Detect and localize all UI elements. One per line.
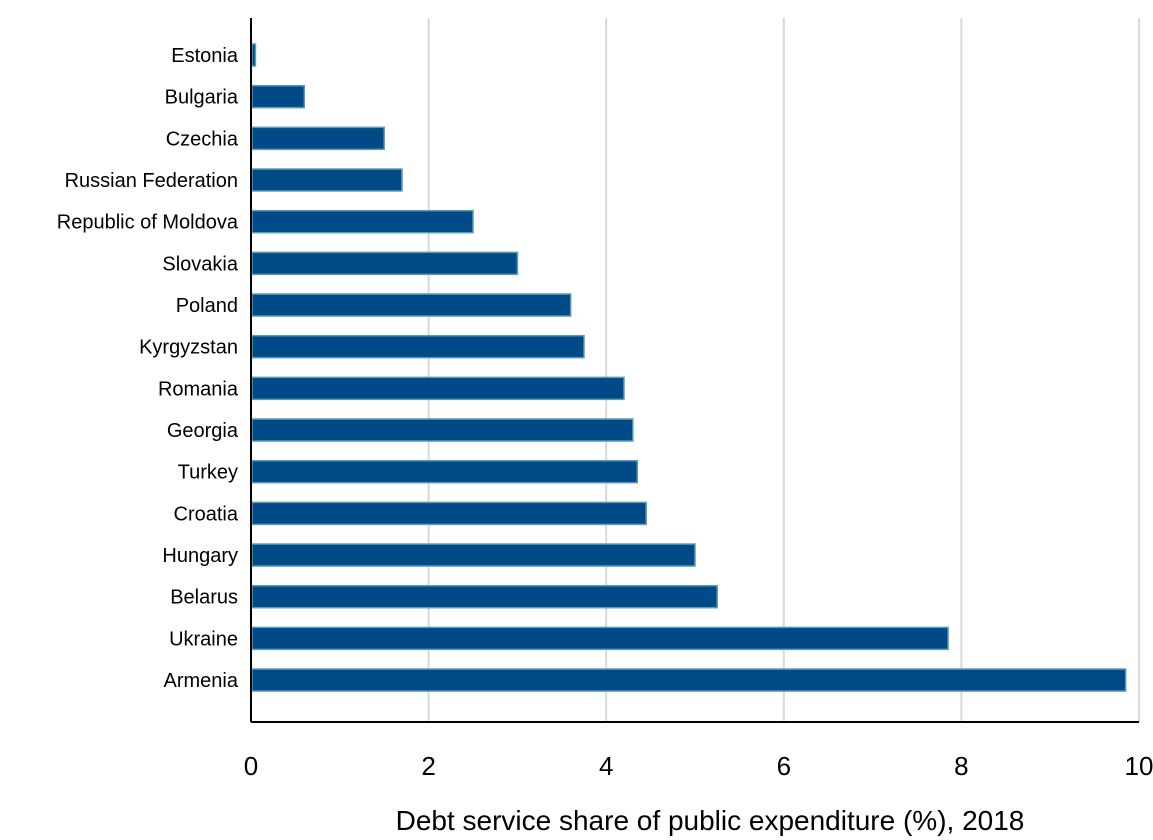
category-label: Ukraine [169, 628, 238, 650]
bar [251, 168, 403, 192]
bar [251, 251, 519, 276]
bar [251, 668, 1127, 692]
category-label: Romania [158, 378, 239, 400]
bar [251, 293, 572, 317]
category-label: Estonia [171, 45, 239, 67]
category-label: Croatia [174, 503, 239, 525]
category-label: Armenia [164, 670, 239, 692]
x-tick-label: 2 [421, 751, 435, 781]
category-label: Belarus [170, 587, 238, 609]
x-axis-title: Debt service share of public expenditure… [396, 805, 1025, 836]
bar [251, 543, 696, 567]
x-tick-label: 10 [1125, 751, 1153, 781]
category-label: Republic of Moldova [57, 212, 239, 234]
category-label: Georgia [167, 420, 239, 442]
bar [251, 43, 257, 67]
x-tick-label: 4 [599, 751, 613, 781]
bar [251, 376, 625, 401]
category-label: Poland [176, 295, 238, 317]
category-label: Slovakia [162, 253, 238, 275]
x-tick-labels: 0 2 4 6 8 10 [244, 751, 1153, 781]
category-label: Russian Federation [65, 170, 238, 192]
bar [251, 459, 639, 484]
x-tick-label: 6 [777, 751, 791, 781]
category-label: Bulgaria [165, 87, 239, 109]
category-label: Czechia [166, 128, 239, 150]
category-label: Turkey [178, 462, 238, 484]
x-tick-label: 8 [954, 751, 968, 781]
bar [251, 126, 385, 151]
bar [251, 334, 585, 359]
bar [251, 84, 306, 109]
bar [251, 584, 718, 609]
category-labels: Estonia Bulgaria Czechia Russian Federation… [57, 45, 239, 692]
bar [251, 209, 474, 234]
bars [251, 43, 1127, 692]
bar [251, 501, 647, 526]
x-tick-label: 0 [244, 751, 258, 781]
grid-lines [427, 18, 1140, 722]
category-label: Hungary [162, 545, 238, 567]
bar [251, 418, 634, 442]
bar [251, 626, 949, 651]
category-label: Kyrgyzstan [139, 337, 238, 359]
